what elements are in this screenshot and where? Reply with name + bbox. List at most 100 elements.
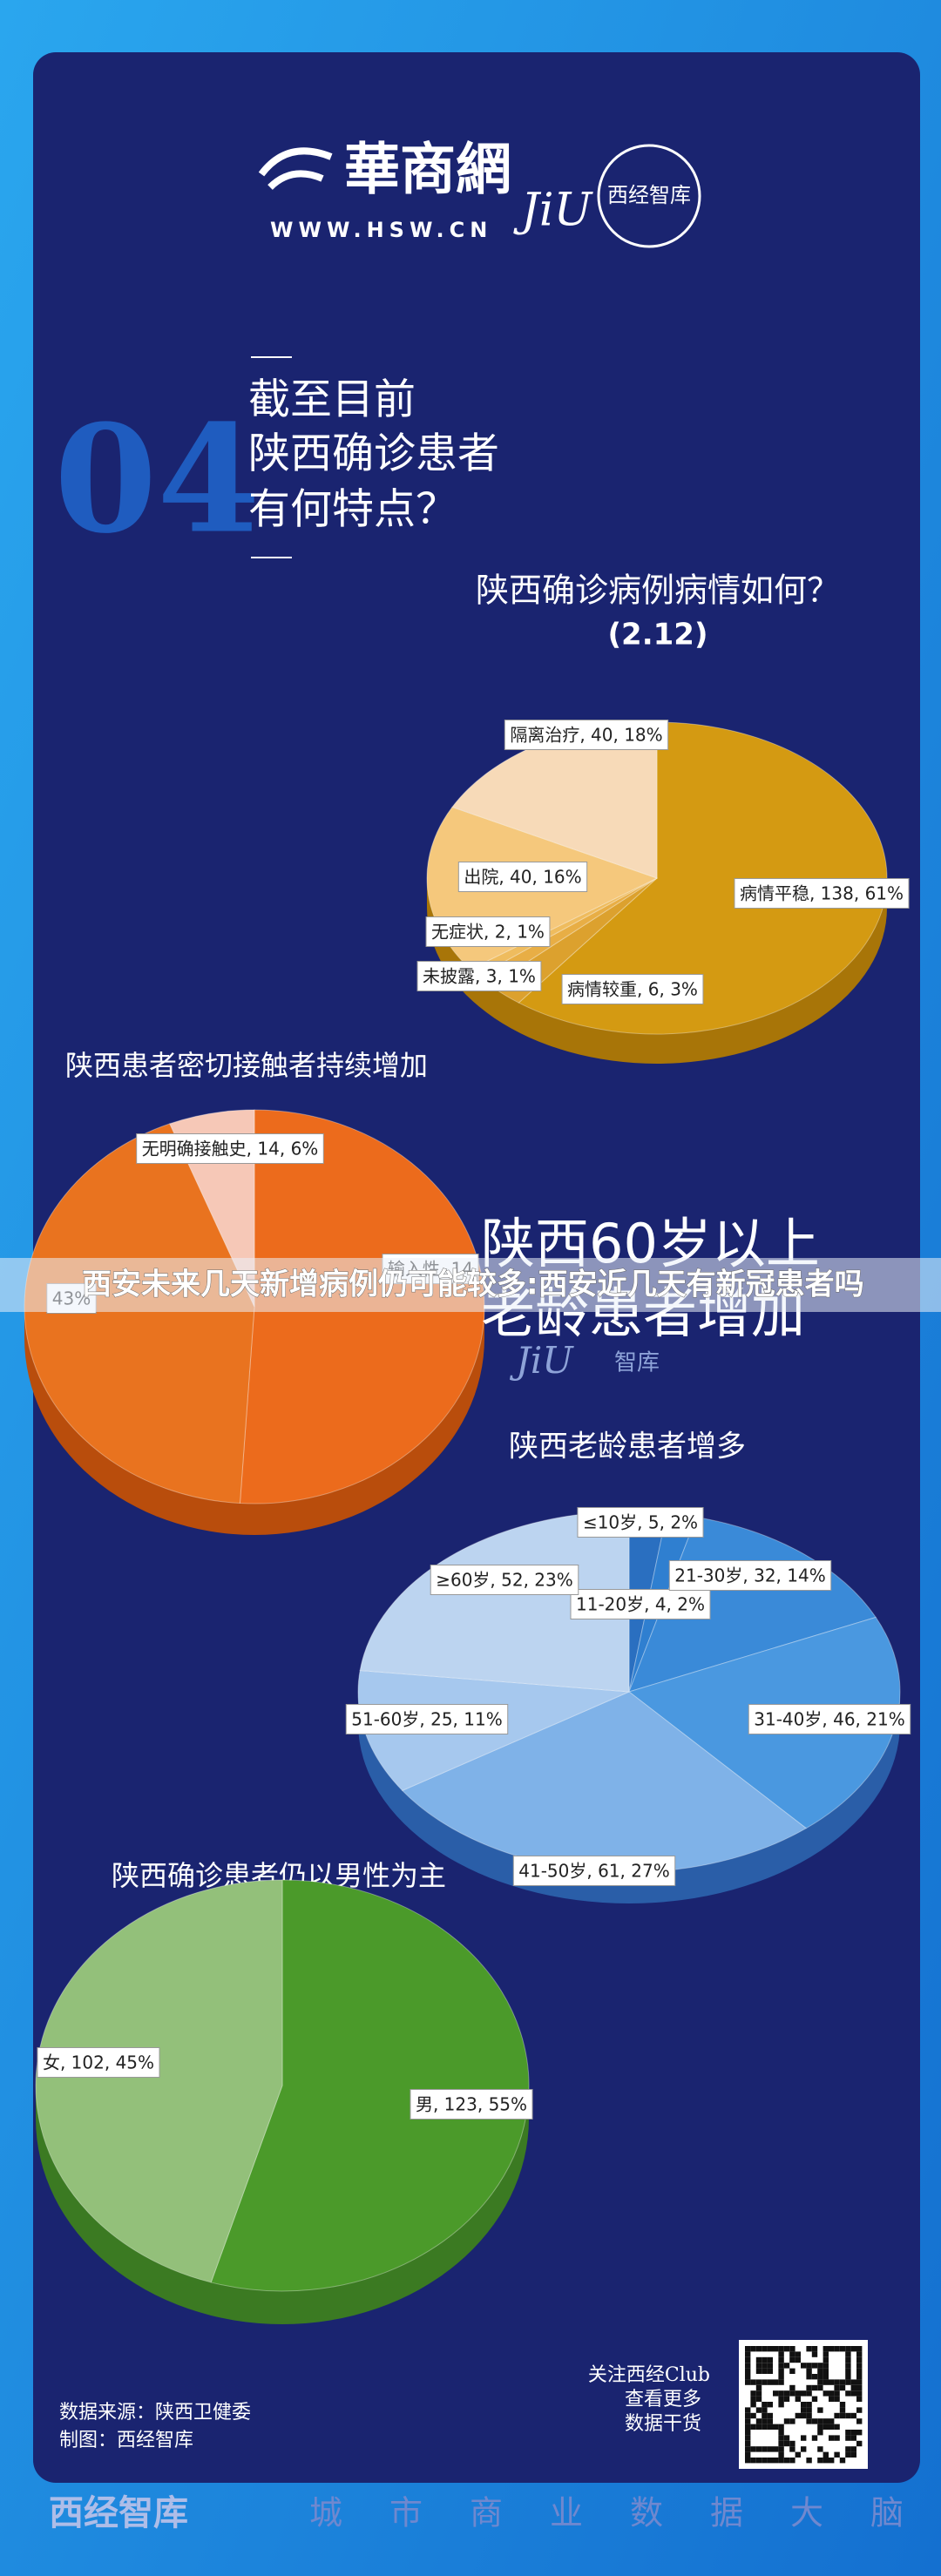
data-label: 无明确接触史, 14, 6%: [142, 1139, 319, 1160]
header: 華商網 WWW.HSW.CN JiU 西经智库: [258, 138, 701, 248]
label-box: [37, 2047, 160, 2078]
qr-cell: [834, 2390, 840, 2397]
qr-cell: [762, 2368, 768, 2374]
qr-cell: [745, 2446, 751, 2452]
qr-cell: [778, 2374, 784, 2380]
qr-cell: [750, 2458, 756, 2464]
data-label: 隔离治疗, 40, 18%: [510, 725, 662, 746]
label-box: [430, 1565, 579, 1595]
qr-cell: [845, 2446, 851, 2452]
qr-cell: [767, 2346, 773, 2352]
qr-cell: [755, 2446, 762, 2452]
label-box: [425, 916, 551, 947]
qr-cell: [767, 2412, 773, 2419]
qr-cell: [845, 2430, 851, 2436]
qr-cell: [789, 2351, 795, 2357]
qr-cell: [834, 2435, 840, 2441]
qr-cell: [762, 2424, 768, 2430]
qr-cell: [778, 2424, 784, 2430]
qr-cell: [839, 2412, 846, 2419]
qr-cell: [767, 2368, 773, 2374]
intro-line: 截至目前: [248, 375, 416, 424]
qr-cell: [845, 2374, 851, 2380]
qr-cell: [778, 2346, 784, 2352]
qr-cell: [806, 2374, 812, 2380]
qr-cell: [850, 2451, 856, 2458]
qr-cell: [767, 2424, 773, 2430]
qr-cell: [783, 2435, 790, 2441]
qr-cell: [778, 2363, 784, 2369]
qr-cell: [834, 2346, 840, 2352]
pie-slice: [518, 721, 888, 1035]
qr-cell: [850, 2379, 856, 2385]
qr-cell: [755, 2396, 762, 2402]
qr-cell: [845, 2351, 851, 2357]
qr-cell: [789, 2390, 795, 2397]
qr-cell: [856, 2430, 863, 2436]
qr-cell: [789, 2384, 795, 2391]
qr-cell: [773, 2390, 779, 2397]
qr-cell: [767, 2446, 773, 2452]
qr-cell: [829, 2346, 835, 2352]
qr-cell: [745, 2374, 751, 2380]
qr-cell: [778, 2451, 784, 2458]
qr-cell: [762, 2402, 768, 2408]
qr-cell: [823, 2424, 829, 2430]
qr-cell: [745, 2435, 751, 2441]
qr-cell: [745, 2418, 751, 2424]
source-line: 制图：西经智库: [59, 2430, 193, 2451]
label-box: [748, 1704, 911, 1734]
qr-cell: [783, 2396, 790, 2402]
qr-cell: [755, 2390, 762, 2397]
qr-cell: [762, 2458, 768, 2464]
qr-cell: [801, 2363, 807, 2369]
qr-cell: [834, 2379, 840, 2385]
qr-cell: [755, 2407, 762, 2413]
chart-subtitle: (2.12): [608, 618, 708, 652]
qr-cell: [811, 2384, 818, 2391]
qr-cell: [773, 2379, 779, 2385]
qr-cell: [856, 2351, 863, 2357]
qr-cell: [783, 2418, 790, 2424]
qr-cell: [845, 2363, 851, 2369]
qr-cell: [778, 2390, 784, 2397]
qr-cell: [823, 2363, 829, 2369]
qr-cell: [789, 2346, 795, 2352]
qr-cell: [817, 2458, 823, 2464]
qr-cell: [745, 2412, 751, 2419]
data-label: 无症状, 2, 1%: [431, 922, 545, 943]
qr-cell: [811, 2435, 818, 2441]
qr-cell: [783, 2440, 790, 2447]
footer-brand: 西经智库: [49, 2492, 188, 2533]
slogan-char: 城: [309, 2494, 342, 2532]
chart-title: 陕西确诊病例病情如何？: [476, 571, 840, 610]
qr-cell: [778, 2356, 784, 2363]
qr-cell: [856, 2396, 863, 2402]
credits: 数据来源：陕西卫健委 制图：西经智库 关注西经Club 查看更多 数据干货: [59, 2340, 868, 2469]
qr-cell: [795, 2396, 801, 2402]
qr-cell: [806, 2363, 812, 2369]
intro-line: 有何特点？: [248, 485, 457, 534]
qr-cell: [801, 2402, 807, 2408]
qr-cell: [789, 2418, 795, 2424]
qr-cell: [750, 2390, 756, 2397]
qr-cell: [745, 2430, 751, 2436]
qr-cell: [856, 2379, 863, 2385]
qr-cell: [823, 2418, 829, 2424]
qr-cell: [834, 2396, 840, 2402]
qr-cell: [823, 2390, 829, 2397]
chart: 陕西确诊病例病情如何？ (2.12) 病情平稳, 138, 61% 病情较重, 6, …: [416, 571, 910, 1064]
qr-cell: [823, 2374, 829, 2380]
qr-cell: [755, 2379, 762, 2385]
qr-cell: [778, 2351, 784, 2357]
qr-cell: [839, 2346, 846, 2352]
qr-cell: [856, 2418, 863, 2424]
qr-cell: [834, 2412, 840, 2419]
qr-cell: [755, 2346, 762, 2352]
qr-cell: [817, 2368, 823, 2374]
qr-cell: [745, 2440, 751, 2447]
qr-cell: [801, 2407, 807, 2413]
data-label: 31-40岁, 46, 21%: [754, 1709, 904, 1730]
qr-cell: [767, 2356, 773, 2363]
